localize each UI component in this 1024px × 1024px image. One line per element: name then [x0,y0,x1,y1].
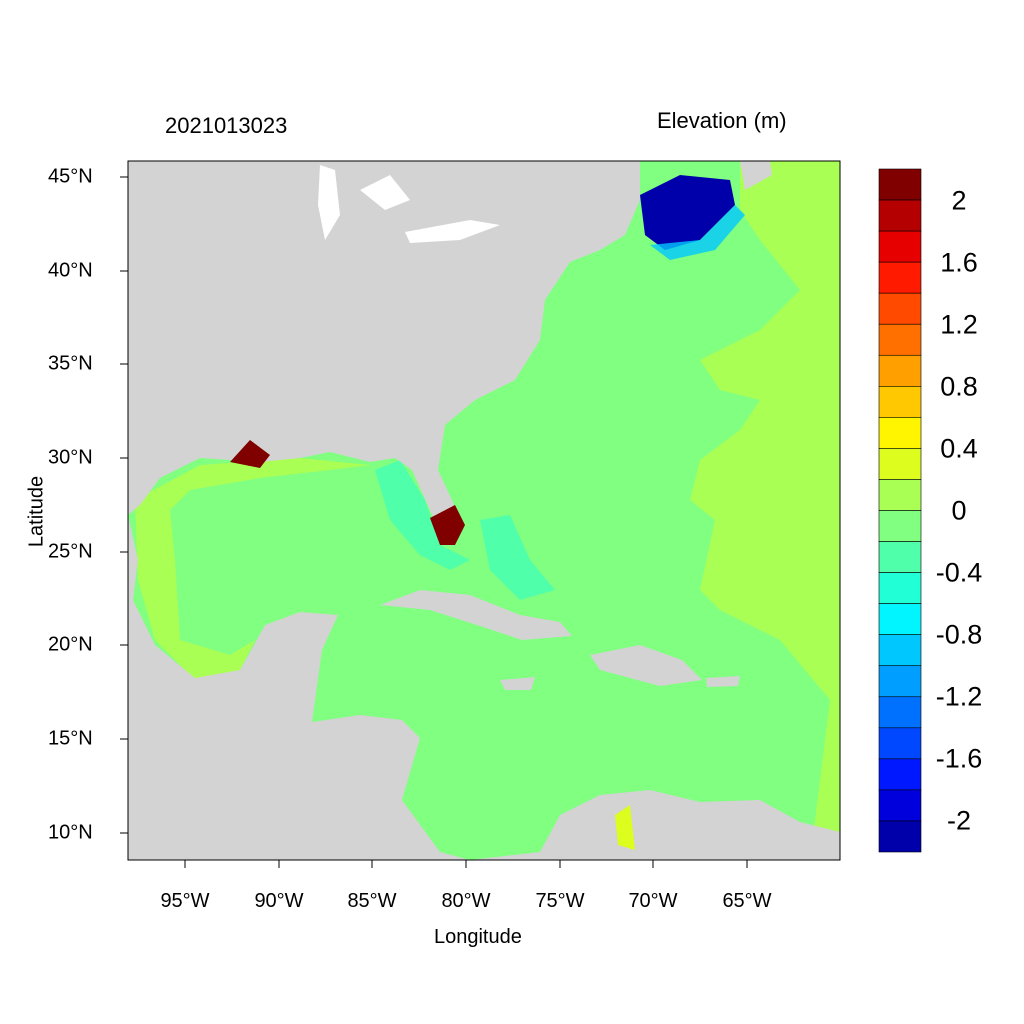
colorbar-label: 0.8 [940,371,978,402]
y-tick-label: 25°N [48,540,93,563]
y-tick-label: 20°N [48,633,93,656]
colorbar-label: 1.2 [940,309,978,340]
florida-high [430,505,465,545]
y-tick-label: 35°N [48,352,93,375]
colorbar-label: 1.6 [940,247,978,278]
y-tick-label: 15°N [48,727,93,750]
cuba [380,590,572,640]
timestamp-title: 2021013023 [165,113,288,138]
y-axis-label: Latitude [25,475,48,548]
louisiana-high [230,440,270,468]
gulf-of-maine-gradient [650,205,745,260]
colorbar-bin [878,261,922,294]
colorbar-label: 2 [951,185,967,216]
colorbar-bin [878,386,922,418]
variable-title: Elevation (m) [657,108,787,133]
colorbar-bin [878,727,922,760]
colorbar-bin [878,572,922,604]
colorbar-bin [878,789,922,822]
colorbar-bin [878,665,922,698]
colorbar-bin [878,510,922,542]
colorbar-bin [878,696,922,729]
x-tick-label: 80°W [441,890,491,912]
y-tick-label: 30°N [48,446,93,469]
florida-shelf [375,460,470,570]
hispaniola [590,645,702,686]
colorbar-bin [878,230,922,263]
venezuela-yellow [615,805,635,850]
colorbar-bin [878,603,922,635]
y-tick-label: 40°N [48,259,93,282]
x-tick-label: 95°W [160,890,210,912]
colorbar-bin [878,199,922,232]
colorbar-label: 0 [951,495,967,526]
colorbar-bin [878,820,922,853]
land [128,161,840,860]
x-tick-label: 75°W [535,890,585,912]
x-tick-label: 85°W [347,890,397,912]
colorbar-bin [878,541,922,573]
colorbar-label: -2 [946,805,971,836]
puerto-rico [706,676,740,687]
colorbar-label: -1.6 [935,743,983,774]
eastern-shelf-band [690,161,840,860]
gulf-of-maine-low [640,175,735,250]
colorbar-label: -0.4 [935,557,983,588]
plot-frame [127,160,841,861]
colorbar-bin [878,448,922,480]
colorbar [878,168,922,853]
colorbar-bin [878,354,922,387]
colorbar-bin [878,292,922,325]
jamaica [500,677,535,690]
colorbar-label: 0.4 [940,433,978,464]
colorbar-label: -1.2 [935,681,983,712]
colorbar-bin [878,758,922,791]
y-tick-label: 10°N [48,821,93,844]
x-axis-label: Longitude [434,926,522,948]
x-tick-label: 65°W [722,890,772,912]
colorbar-bin [878,479,922,511]
y-tick-label: 45°N [48,165,93,188]
colorbar-bin [878,323,922,356]
x-tick-label: 90°W [254,890,304,912]
colorbar-label: -0.8 [935,619,983,650]
axis-ticks [120,176,748,868]
great-lakes [318,165,500,243]
colorbar-bin [878,417,922,449]
x-tick-label: 70°W [628,890,678,912]
colorbar-bin [878,634,922,667]
colorbar-bin [878,168,922,201]
bahamas-shelf [480,515,555,600]
